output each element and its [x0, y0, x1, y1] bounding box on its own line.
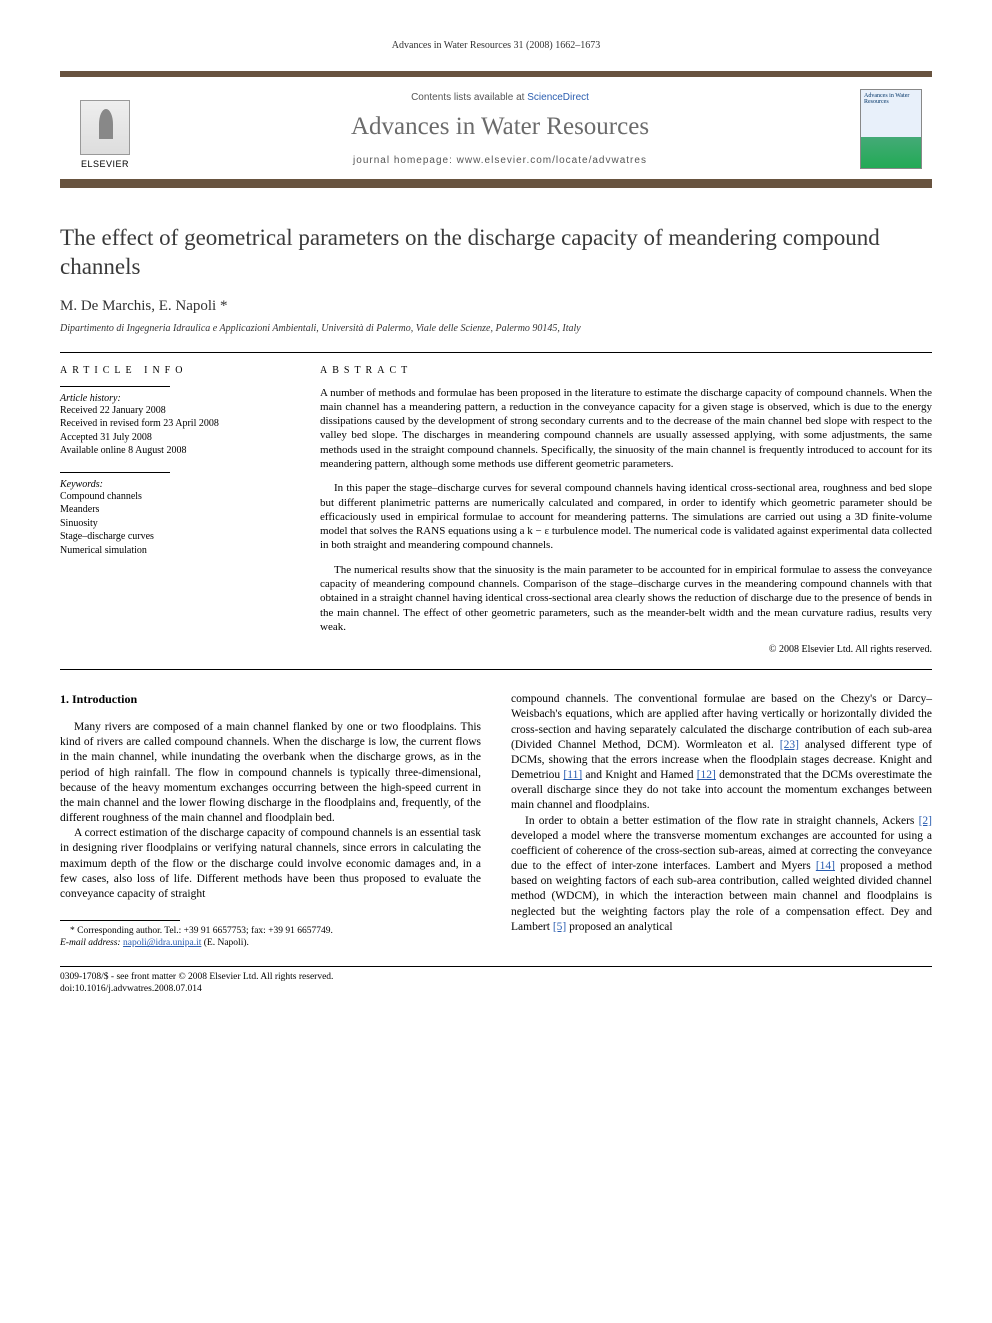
- body-column-left: 1. Introduction Many rivers are composed…: [60, 692, 481, 950]
- page-footer: 0309-1708/$ - see front matter © 2008 El…: [60, 966, 932, 996]
- history-accepted: Accepted 31 July 2008: [60, 431, 290, 445]
- ref-23-link[interactable]: [23]: [780, 739, 799, 751]
- homepage-label: journal homepage:: [353, 155, 457, 166]
- publisher-logo: ELSEVIER: [70, 89, 140, 169]
- keyword-5: Numerical simulation: [60, 544, 290, 558]
- publisher-name: ELSEVIER: [81, 159, 129, 169]
- ref-14-link[interactable]: [14]: [816, 860, 835, 872]
- keyword-1: Compound channels: [60, 490, 290, 504]
- contents-prefix: Contents lists available at: [411, 92, 527, 103]
- article-info-column: article info Article history: Received 2…: [60, 365, 290, 656]
- email-label: E-mail address:: [60, 938, 123, 948]
- authors-line: M. De Marchis, E. Napoli *: [60, 298, 932, 315]
- abstract-column: abstract A number of methods and formula…: [320, 365, 932, 656]
- intro-p1: Many rivers are composed of a main chann…: [60, 720, 481, 826]
- intro-p3-c: and Knight and Hamed: [582, 769, 697, 781]
- ref-11-link[interactable]: [11]: [563, 769, 582, 781]
- section-heading-introduction: 1. Introduction: [60, 692, 481, 708]
- ref-2-link[interactable]: [2]: [919, 815, 932, 827]
- journal-cover-thumbnail: Advances in Water Resources: [860, 89, 922, 169]
- rule-before-info: [60, 352, 932, 353]
- footnote-rule: [60, 920, 180, 921]
- intro-p2: A correct estimation of the discharge ca…: [60, 826, 481, 902]
- history-label: Article history:: [60, 393, 290, 404]
- keyword-4: Stage–discharge curves: [60, 530, 290, 544]
- body-two-column: 1. Introduction Many rivers are composed…: [60, 692, 932, 950]
- article-title: The effect of geometrical parameters on …: [60, 224, 932, 282]
- keyword-2: Meanders: [60, 503, 290, 517]
- info-rule-1: [60, 386, 170, 387]
- footer-front-matter: 0309-1708/$ - see front matter © 2008 El…: [60, 971, 932, 983]
- cover-image-area: [861, 137, 921, 168]
- footer-doi: doi:10.1016/j.advwatres.2008.07.014: [60, 983, 932, 995]
- journal-title: Advances in Water Resources: [140, 113, 860, 141]
- history-online: Available online 8 August 2008: [60, 444, 290, 458]
- corr-text: * Corresponding author. Tel.: +39 91 665…: [70, 926, 333, 936]
- sciencedirect-link[interactable]: ScienceDirect: [527, 92, 589, 103]
- keyword-3: Sinuosity: [60, 517, 290, 531]
- abstract-p1: A number of methods and formulae has bee…: [320, 386, 932, 472]
- ref-5-link[interactable]: [5]: [553, 921, 566, 933]
- abstract-copyright: © 2008 Elsevier Ltd. All rights reserved…: [320, 644, 932, 655]
- cover-title-text: Advances in Water Resources: [864, 93, 918, 129]
- intro-p1-text: Many rivers are composed of a main chann…: [60, 721, 481, 824]
- abstract-p2: In this paper the stage–discharge curves…: [320, 481, 932, 552]
- info-rule-2: [60, 472, 170, 473]
- email-suffix: (E. Napoli).: [201, 938, 249, 948]
- elsevier-tree-icon: [80, 100, 130, 155]
- history-received: Received 22 January 2008: [60, 404, 290, 418]
- affiliation: Dipartimento di Ingegneria Idraulica e A…: [60, 323, 932, 334]
- body-column-right: compound channels. The conventional form…: [511, 692, 932, 950]
- homepage-url[interactable]: www.elsevier.com/locate/advwatres: [457, 155, 647, 166]
- abstract-label: abstract: [320, 365, 932, 376]
- ref-12-link[interactable]: [12]: [697, 769, 716, 781]
- rule-after-abstract: [60, 669, 932, 670]
- article-info-label: article info: [60, 365, 290, 376]
- journal-masthead: ELSEVIER Contents lists available at Sci…: [60, 71, 932, 188]
- running-header: Advances in Water Resources 31 (2008) 16…: [60, 40, 932, 51]
- intro-p4-d: proposed an analytical: [566, 921, 672, 933]
- intro-p2-text: A correct estimation of the discharge ca…: [60, 827, 481, 900]
- corresponding-author-footnote: * Corresponding author. Tel.: +39 91 665…: [60, 925, 481, 950]
- intro-p4-a: In order to obtain a better estimation o…: [525, 815, 919, 827]
- abstract-p3: The numerical results show that the sinu…: [320, 563, 932, 634]
- corr-email-link[interactable]: napoli@idra.unipa.it: [123, 938, 201, 948]
- contents-available-line: Contents lists available at ScienceDirec…: [140, 92, 860, 103]
- journal-homepage-line: journal homepage: www.elsevier.com/locat…: [140, 155, 860, 166]
- intro-p4: In order to obtain a better estimation o…: [511, 814, 932, 935]
- keywords-label: Keywords:: [60, 479, 290, 490]
- history-revised: Received in revised form 23 April 2008: [60, 417, 290, 431]
- intro-p3: compound channels. The conventional form…: [511, 692, 932, 813]
